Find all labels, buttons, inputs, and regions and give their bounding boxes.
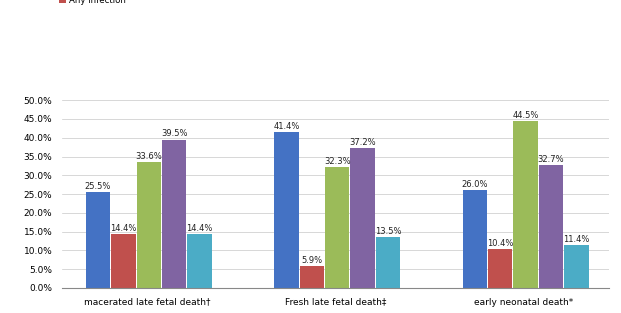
Text: 32.7%: 32.7% bbox=[538, 155, 564, 164]
Text: 5.9%: 5.9% bbox=[301, 256, 322, 265]
Bar bbox=[299, 266, 324, 288]
Bar bbox=[514, 121, 538, 288]
Bar bbox=[488, 249, 512, 288]
Text: 32.3%: 32.3% bbox=[324, 156, 350, 166]
Bar bbox=[111, 234, 135, 288]
Text: 44.5%: 44.5% bbox=[512, 111, 539, 120]
Bar bbox=[350, 148, 375, 288]
Bar bbox=[137, 162, 161, 288]
Bar bbox=[463, 190, 487, 288]
Bar bbox=[274, 132, 299, 288]
Text: 41.4%: 41.4% bbox=[273, 122, 299, 131]
Text: 13.5%: 13.5% bbox=[375, 227, 401, 236]
Bar bbox=[188, 234, 212, 288]
Text: 33.6%: 33.6% bbox=[135, 151, 162, 161]
Text: 11.4%: 11.4% bbox=[563, 235, 590, 244]
Text: 25.5%: 25.5% bbox=[84, 182, 111, 191]
Text: 39.5%: 39.5% bbox=[161, 130, 188, 138]
Text: 10.4%: 10.4% bbox=[487, 239, 514, 248]
Bar bbox=[162, 140, 186, 288]
Text: 37.2%: 37.2% bbox=[350, 138, 376, 147]
Bar bbox=[325, 167, 350, 288]
Text: 26.0%: 26.0% bbox=[461, 180, 488, 189]
Bar bbox=[86, 192, 110, 288]
Bar bbox=[539, 165, 563, 288]
Bar bbox=[564, 245, 589, 288]
Legend: Any haemorrhage, Any other complications or diseases, Any infection, No maternal: Any haemorrhage, Any other complications… bbox=[55, 0, 406, 8]
Text: 14.4%: 14.4% bbox=[110, 224, 137, 233]
Text: 14.4%: 14.4% bbox=[186, 224, 213, 233]
Bar bbox=[376, 237, 401, 288]
